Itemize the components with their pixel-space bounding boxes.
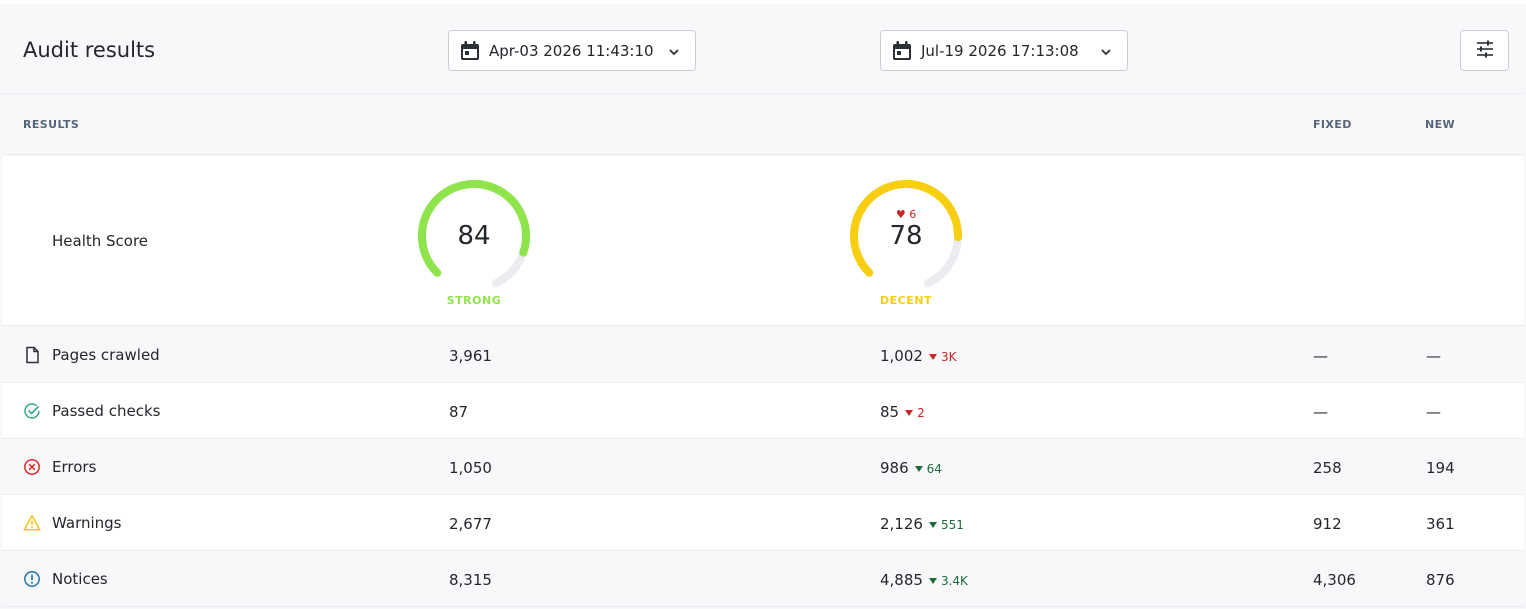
fixed-value: 4,306 [1313, 571, 1356, 589]
error-circle-icon [23, 458, 41, 476]
down-arrow-icon [928, 578, 937, 584]
column-header-row: RESULTS FIXED NEW [2, 95, 1524, 155]
second-value: 986 [880, 459, 909, 477]
fixed-value: — [1313, 347, 1328, 365]
row-label: Passed checks [52, 402, 161, 420]
second-date-value: Jul-19 2026 17:13:08 [921, 41, 1079, 60]
down-arrow-icon: ♥ [895, 208, 906, 221]
down-arrow-icon [914, 466, 923, 472]
first-health-gauge: 84 STRONG [416, 178, 536, 308]
row-label: Errors [52, 458, 97, 476]
second-gauge-arc [850, 180, 962, 288]
page-icon [23, 346, 41, 364]
down-arrow-icon [928, 354, 937, 360]
chevron-down-icon [1099, 44, 1113, 58]
new-value: — [1426, 403, 1441, 421]
new-value: 194 [1426, 459, 1455, 477]
info-circle-icon [23, 570, 41, 588]
second-health-score: 78 [889, 221, 923, 251]
calendar-icon [891, 40, 913, 62]
second-value-group: 2,126 551 [880, 515, 964, 533]
fixed-value: 912 [1313, 515, 1342, 533]
second-value-group: 1,002 3K [880, 347, 956, 365]
second-value: 85 [880, 403, 900, 421]
second-health-delta-value: 6 [909, 208, 917, 221]
health-score-label: Health Score [52, 232, 149, 250]
first-value: 1,050 [449, 459, 492, 477]
second-value-group: 85 2 [880, 403, 925, 421]
second-health-delta: ♥ 6 [848, 208, 964, 221]
first-health-rating: STRONG [446, 294, 502, 307]
delta-value: 3.4K [940, 574, 968, 588]
fixed-value: — [1313, 403, 1328, 421]
second-value: 4,885 [880, 571, 923, 589]
table-row-notices[interactable]: Notices 8,315 4,885 3.4K 4,306 876 [2, 551, 1524, 607]
fixed-column-header: FIXED [1313, 118, 1352, 131]
new-value: — [1426, 347, 1441, 365]
first-value: 2,677 [449, 515, 492, 533]
first-date-value: Apr-03 2026 11:43:10 [489, 41, 654, 60]
filter-settings-button[interactable] [1460, 30, 1509, 71]
results-column-header: RESULTS [23, 118, 80, 131]
table-row-pages-crawled[interactable]: Pages crawled 3,961 1,002 3K — — [2, 327, 1524, 383]
check-circle-icon [23, 402, 41, 420]
first-health-score: 84 [457, 221, 491, 251]
delta-value: 64 [926, 462, 942, 476]
fixed-value: 258 [1313, 459, 1342, 477]
second-value-group: 986 64 [880, 459, 942, 477]
new-column-header: NEW [1425, 118, 1456, 131]
second-value-group: 4,885 3.4K [880, 571, 968, 589]
down-arrow-icon [928, 522, 937, 528]
page-title: Audit results [23, 38, 156, 62]
first-date-select[interactable]: Apr-03 2026 11:43:10 [448, 30, 696, 71]
calendar-icon [459, 40, 481, 62]
row-label: Notices [52, 570, 108, 588]
first-gauge-arc [418, 180, 530, 288]
header-bar: Audit results Apr-03 2026 11:43:10 Jul-1… [2, 8, 1524, 94]
delta-badge: 64 [914, 462, 942, 476]
delta-badge: 551 [928, 518, 964, 532]
sliders-icon [1475, 40, 1495, 62]
table-row-warnings[interactable]: Warnings 2,677 2,126 551 912 361 [2, 495, 1524, 551]
first-value: 87 [449, 403, 469, 421]
health-score-row: Health Score 84 STRONG ♥ 6 78 DECENT [2, 156, 1524, 326]
delta-value: 2 [917, 406, 925, 420]
down-arrow-icon [905, 410, 914, 416]
second-health-rating: DECENT [880, 294, 932, 307]
chevron-down-icon [667, 44, 681, 58]
second-value: 2,126 [880, 515, 923, 533]
second-health-gauge: ♥ 6 78 DECENT [848, 178, 968, 308]
row-label: Pages crawled [52, 346, 160, 364]
first-value: 8,315 [449, 571, 492, 589]
table-row-errors[interactable]: Errors 1,050 986 64 258 194 [2, 439, 1524, 495]
table-row-passed-checks[interactable]: Passed checks 87 85 2 — — [2, 383, 1524, 439]
new-value: 876 [1426, 571, 1455, 589]
first-value: 3,961 [449, 347, 492, 365]
delta-value: 3K [940, 350, 957, 364]
delta-value: 551 [940, 518, 964, 532]
row-label: Warnings [52, 514, 122, 532]
second-value: 1,002 [880, 347, 923, 365]
delta-badge: 2 [905, 406, 925, 420]
warning-triangle-icon [23, 514, 41, 532]
new-value: 361 [1426, 515, 1455, 533]
delta-badge: 3.4K [928, 574, 968, 588]
delta-badge: 3K [928, 350, 957, 364]
second-date-select[interactable]: Jul-19 2026 17:13:08 [880, 30, 1128, 71]
